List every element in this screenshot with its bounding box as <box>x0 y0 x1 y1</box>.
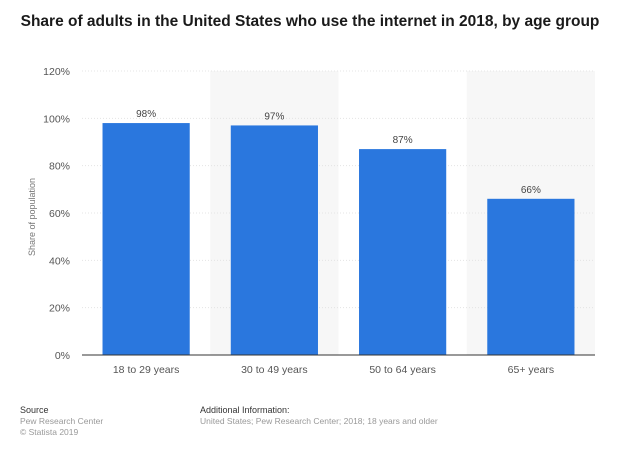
value-labels: 98% 97% 87% 66% <box>136 109 541 196</box>
copyright-line: © Statista 2019 <box>20 427 79 437</box>
y-tick-label: 0% <box>55 350 70 362</box>
bars <box>102 123 575 355</box>
value-label: 66% <box>521 185 541 196</box>
y-tick-label: 60% <box>49 208 70 220</box>
value-label: 87% <box>393 135 413 146</box>
bar <box>359 149 447 355</box>
y-tick-label: 20% <box>49 303 70 315</box>
source-block: Source Pew Research Center © Statista 20… <box>20 405 103 438</box>
additional-info-heading: Additional Information: <box>200 405 290 415</box>
y-tick-label: 100% <box>43 113 70 125</box>
y-axis-title: Share of population <box>27 178 37 256</box>
x-tick-label: 30 to 49 years <box>241 364 308 376</box>
value-label: 98% <box>136 109 156 120</box>
value-label: 97% <box>264 111 284 122</box>
x-tick-label: 50 to 64 years <box>369 364 436 376</box>
source-heading: Source <box>20 405 49 415</box>
additional-info-block: Additional Information: United States; P… <box>200 405 438 427</box>
y-tick-label: 80% <box>49 161 70 173</box>
bar-chart: 98% 97% 87% 66% 0% 20% 40% 60% 80% 100% 120% 18 t… <box>27 66 595 376</box>
bar <box>230 125 318 355</box>
x-axis-ticks: 18 to 29 years 30 to 49 years 50 to 64 yea… <box>113 364 554 376</box>
x-tick-label: 18 to 29 years <box>113 364 180 376</box>
y-tick-label: 120% <box>43 66 70 78</box>
y-axis-ticks: 0% 20% 40% 60% 80% 100% 120% <box>43 66 70 362</box>
y-tick-label: 40% <box>49 255 70 267</box>
chart-title: Share of adults in the United States who… <box>20 13 600 30</box>
bar <box>487 198 575 355</box>
source-line: Pew Research Center <box>20 416 104 426</box>
additional-info-text: United States; Pew Research Center; 2018… <box>200 416 438 426</box>
bar <box>102 123 190 355</box>
x-tick-label: 65+ years <box>508 364 554 376</box>
